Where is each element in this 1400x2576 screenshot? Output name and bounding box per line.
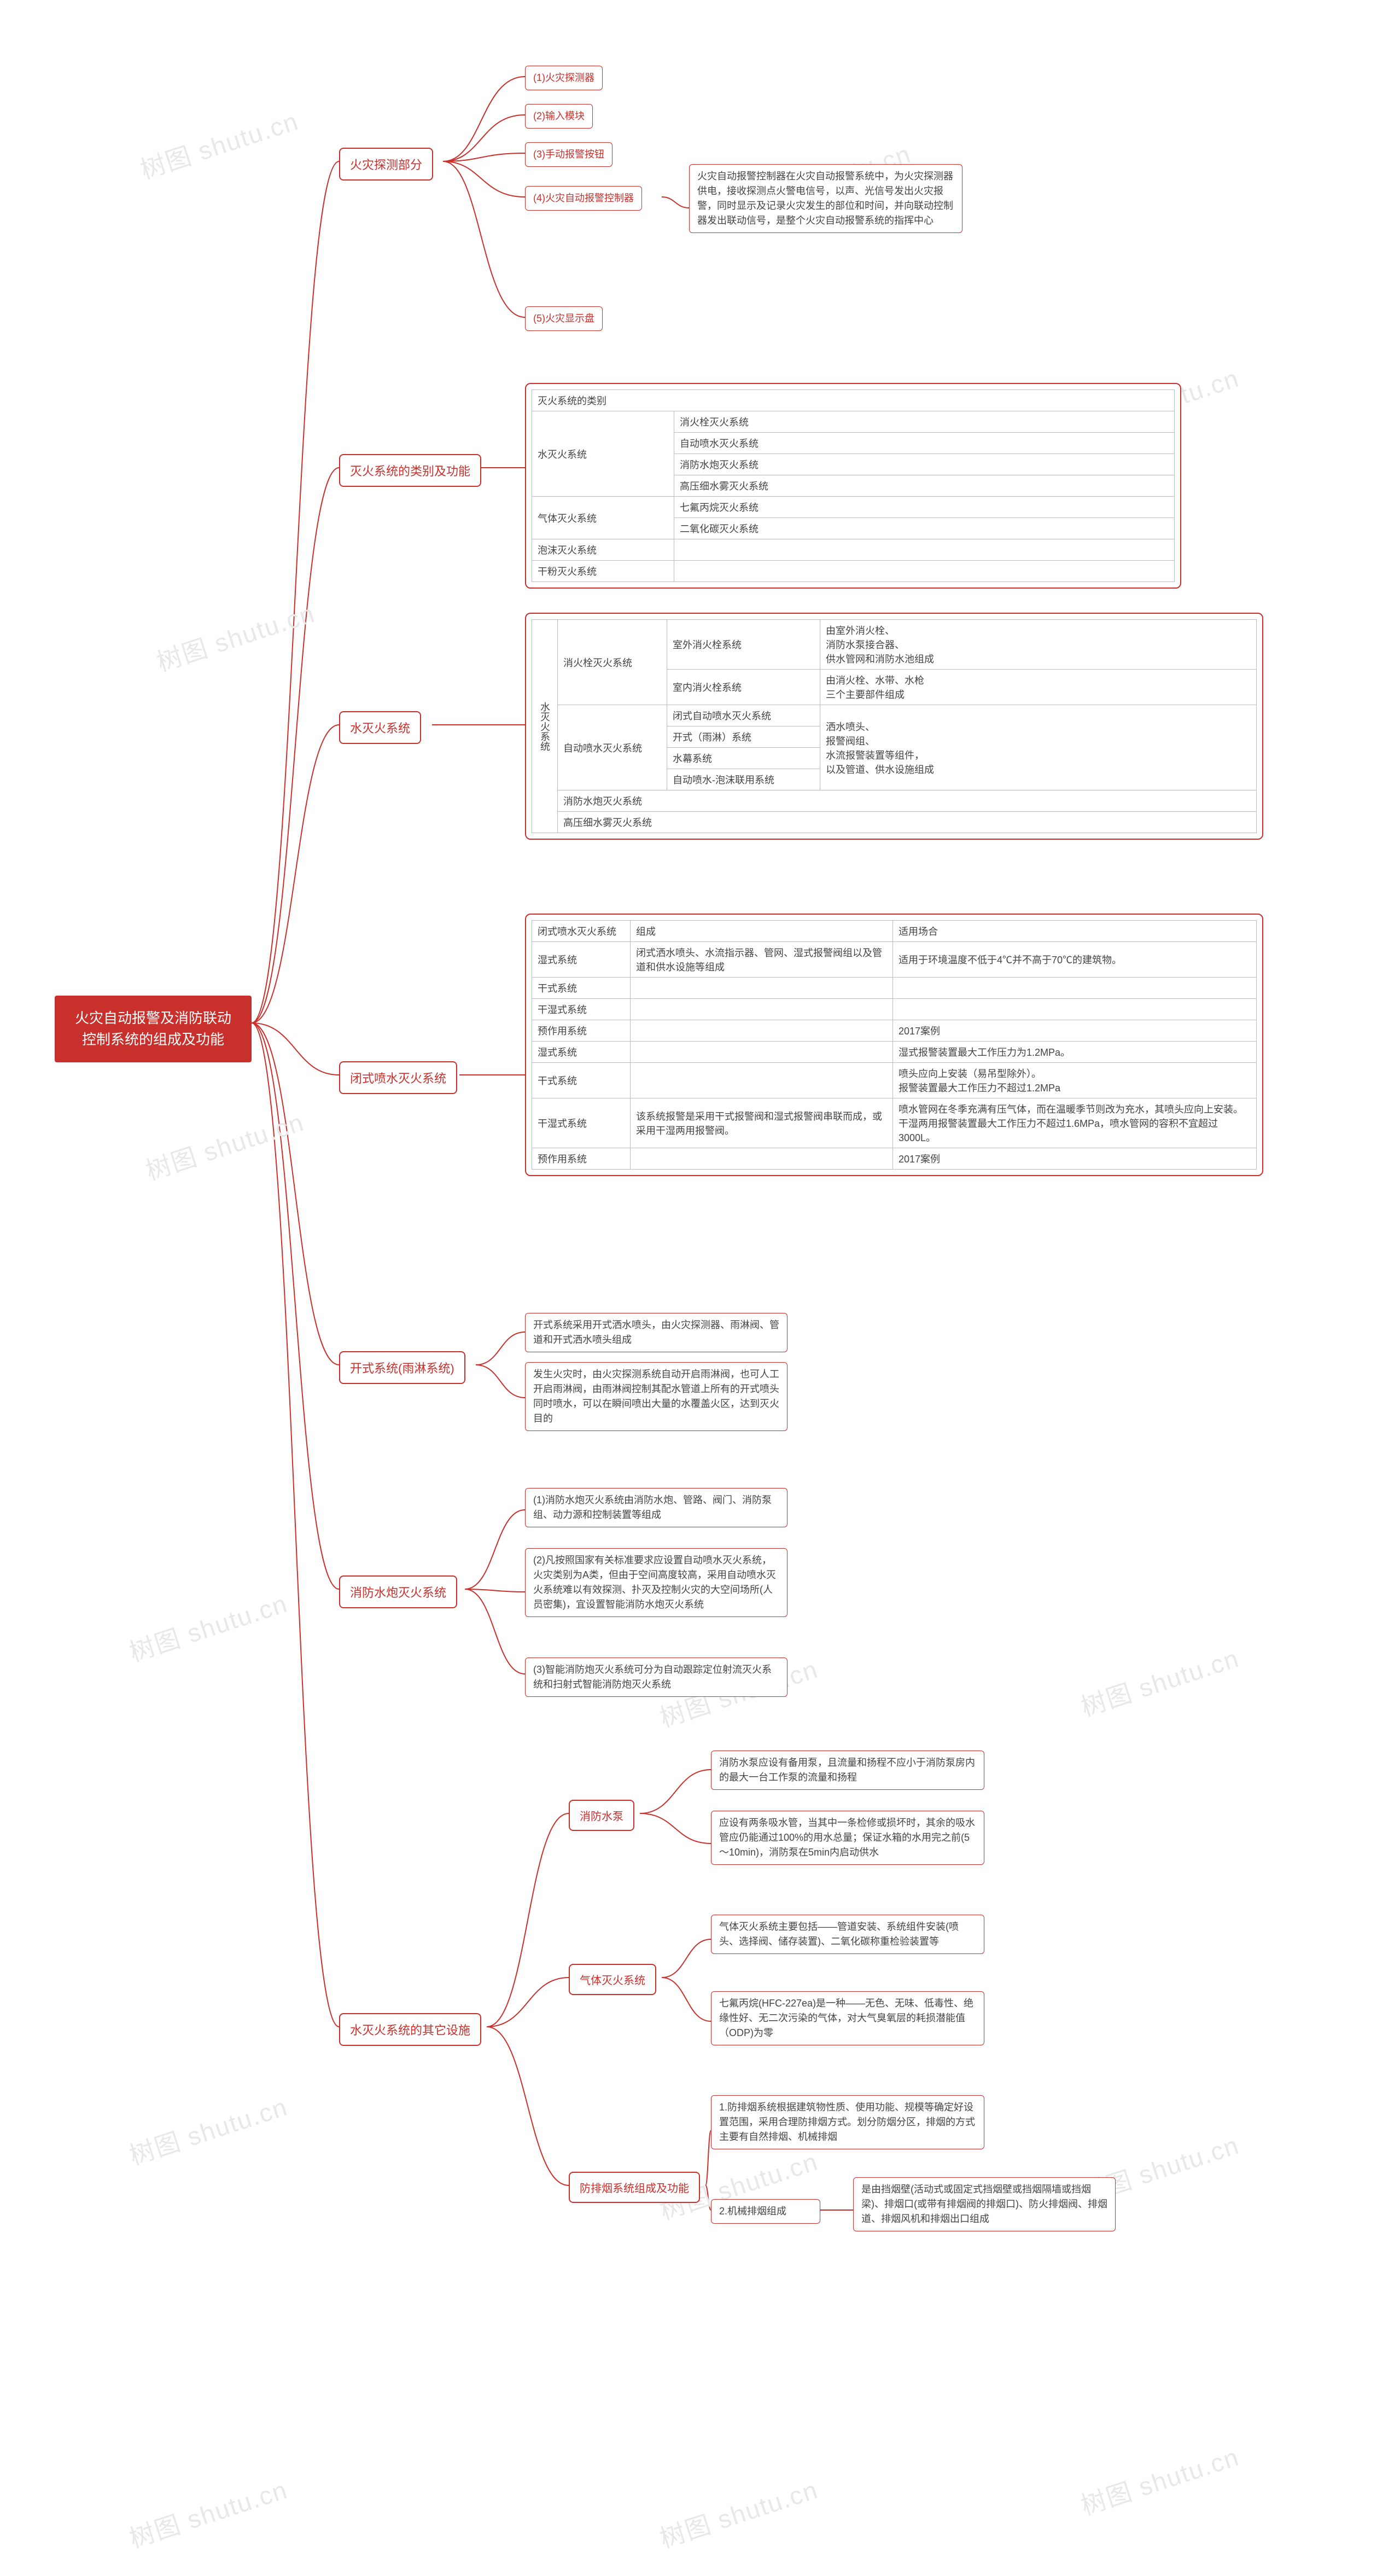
branch-b3[interactable]: 水灭火系统	[339, 711, 421, 744]
col-a: 闭式喷水灭火系统	[532, 921, 631, 942]
b7a-leaf-0: 消防水泵应设有备用泵，且流量和扬程不应小于消防泵房内的最大一台工作泵的流量和扬程	[711, 1751, 984, 1790]
table-row: 预作用系统	[532, 1148, 631, 1170]
b5-leaf-0: 开式系统采用开式洒水喷头，由火灾探测器、雨淋阀、管道和开式洒水喷头组成	[525, 1313, 788, 1352]
table-row	[631, 1063, 893, 1098]
table-row	[631, 1042, 893, 1063]
detector-controller-desc: 火灾自动报警控制器在火灾自动报警系统中，为火灾探测器供电，接收探测点火警电信号，…	[689, 164, 962, 233]
table-row: 湿式系统	[532, 1042, 631, 1063]
sub-b7b[interactable]: 气体灭火系统	[569, 1964, 656, 1995]
watermark: 树图 shutu.cn	[124, 2470, 291, 2555]
table-row: 二氧化碳灭火系统	[674, 518, 1175, 539]
table-row: 预作用系统	[532, 1020, 631, 1042]
sub-b7c[interactable]: 防排烟系统组成及功能	[569, 2172, 700, 2203]
table-row	[674, 539, 1175, 561]
b7c-leaf-1: 2.机械排烟组成	[711, 2199, 820, 2224]
table-row: 喷头应向上安装（易吊型除外）。 报警装置最大工作压力不超过1.2MPa	[893, 1063, 1257, 1098]
table-row	[893, 999, 1257, 1020]
b6-leaf-1: (2)凡按照国家有关标准要求应设置自动喷水灭火系统，火灾类别为A类，但由于空间高…	[525, 1548, 788, 1617]
watermark: 树图 shutu.cn	[135, 101, 302, 187]
table-row: 干式系统	[532, 1063, 631, 1098]
b6-leaf-2: (3)智能消防炮灭火系统可分为自动跟踪定位射流灭火系统和扫射式智能消防炮灭火系统	[525, 1658, 788, 1697]
branch-b1[interactable]: 火灾探测部分	[339, 148, 433, 181]
table-row: 干式系统	[532, 978, 631, 999]
col-c: 适用场合	[893, 921, 1257, 942]
col-b: 组成	[631, 921, 893, 942]
table-row: 气体灭火系统	[532, 497, 674, 539]
b1-leaf-4[interactable]: (5)火灾显示盘	[525, 306, 603, 331]
watermark: 树图 shutu.cn	[124, 1584, 291, 1669]
mechanical-smoke-desc: 是由挡烟壁(活动式或固定式挡烟壁或挡烟隔墙或挡烟梁)、排烟口(或带有排烟阀的排烟…	[853, 2177, 1116, 2231]
table-row: 高压细水雾灭火系统	[674, 475, 1175, 497]
table-water-systems: 水灭火系统 消火栓灭火系统室外消火栓系统由室外消火栓、 消防水泵接合器、 供水管…	[525, 613, 1263, 840]
table-row	[631, 978, 893, 999]
table-row: 泡沫灭火系统	[532, 539, 674, 561]
table-row: 2017案例	[893, 1020, 1257, 1042]
table-row: 消火栓灭火系统	[674, 411, 1175, 433]
b7b-leaf-0: 气体灭火系统主要包括——管道安装、系统组件安装(喷头、选择阀、储存装置)、二氧化…	[711, 1915, 984, 1954]
table-header: 灭火系统的类别	[532, 390, 1175, 411]
table-row: 湿式报警装置最大工作压力为1.2MPa。	[893, 1042, 1257, 1063]
table-row: 自动喷水灭火系统	[674, 433, 1175, 454]
table-closed-sprinkler: 闭式喷水灭火系统 组成 适用场合 湿式系统闭式洒水喷头、水流指示器、管网、湿式报…	[525, 914, 1263, 1176]
table-fire-types: 灭火系统的类别 水灭火系统消火栓灭火系统自动喷水灭火系统消防水炮灭火系统高压细水…	[525, 383, 1181, 589]
table-row: 干湿式系统	[532, 999, 631, 1020]
table-row: 干湿式系统	[532, 1098, 631, 1148]
sub-b7a[interactable]: 消防水泵	[569, 1800, 634, 1831]
table-row: 七氟丙烷灭火系统	[674, 497, 1175, 518]
table-title: 水灭火系统	[532, 620, 558, 833]
branch-b7[interactable]: 水灭火系统的其它设施	[339, 2013, 481, 2046]
watermark: 树图 shutu.cn	[1076, 2437, 1243, 2522]
table-row: 2017案例	[893, 1148, 1257, 1170]
table-row	[631, 1148, 893, 1170]
b1-leaf-1[interactable]: (2)输入模块	[525, 104, 593, 129]
table-row: 闭式洒水喷头、水流指示器、管网、湿式报警阀组以及管道和供水设施等组成	[631, 942, 893, 978]
branch-b4[interactable]: 闭式喷水灭火系统	[339, 1061, 457, 1094]
table-row	[893, 978, 1257, 999]
table-row	[674, 561, 1175, 582]
root-node[interactable]: 火灾自动报警及消防联动 控制系统的组成及功能	[55, 996, 252, 1062]
table-row: 干粉灭火系统	[532, 561, 674, 582]
branch-b5[interactable]: 开式系统(雨淋系统)	[339, 1351, 465, 1384]
b6-leaf-0: (1)消防水炮灭火系统由消防水炮、管路、阀门、消防泵组、动力源和控制装置等组成	[525, 1488, 788, 1527]
b7b-leaf-1: 七氟丙烷(HFC-227ea)是一种——无色、无味、低毒性、绝缘性好、无二次污染…	[711, 1991, 984, 2045]
table-row: 消防水炮灭火系统	[674, 454, 1175, 475]
table-row	[631, 1020, 893, 1042]
b1-leaf-3[interactable]: (4)火灾自动报警控制器	[525, 186, 642, 211]
watermark: 树图 shutu.cn	[141, 1102, 308, 1188]
b5-leaf-1: 发生火灾时，由火灾探测系统自动开启雨淋阀，也可人工开启雨淋阀，由雨淋阀控制其配水…	[525, 1362, 788, 1431]
b1-leaf-2[interactable]: (3)手动报警按钮	[525, 142, 612, 167]
watermark: 树图 shutu.cn	[151, 594, 319, 679]
table-row: 适用于环境温度不低于4℃并不高于70℃的建筑物。	[893, 942, 1257, 978]
table-row: 该系统报警是采用干式报警阀和湿式报警阀串联而成，或采用干湿两用报警阀。	[631, 1098, 893, 1148]
table-row: 水灭火系统	[532, 411, 674, 497]
table-row: 喷水管网在冬季充满有压气体，而在温暖季节则改为充水，其喷头应向上安装。 干湿两用…	[893, 1098, 1257, 1148]
watermark: 树图 shutu.cn	[1076, 1638, 1243, 1724]
table-row: 湿式系统	[532, 942, 631, 978]
branch-b6[interactable]: 消防水炮灭火系统	[339, 1575, 457, 1608]
table-row	[631, 999, 893, 1020]
b7a-leaf-1: 应设有两条吸水管，当其中一条检修或损坏时，其余的吸水管应仍能通过100%的用水总…	[711, 1811, 984, 1865]
branch-b2[interactable]: 灭火系统的类别及功能	[339, 454, 481, 487]
watermark: 树图 shutu.cn	[655, 2470, 822, 2555]
b1-leaf-0[interactable]: (1)火灾探测器	[525, 66, 603, 90]
watermark: 树图 shutu.cn	[124, 2087, 291, 2172]
b7c-leaf-0: 1.防排烟系统根据建筑物性质、使用功能、规模等确定好设置范围，采用合理防排烟方式…	[711, 2095, 984, 2149]
